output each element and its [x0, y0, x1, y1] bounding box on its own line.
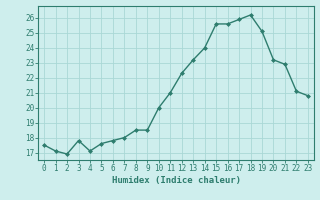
- X-axis label: Humidex (Indice chaleur): Humidex (Indice chaleur): [111, 176, 241, 185]
